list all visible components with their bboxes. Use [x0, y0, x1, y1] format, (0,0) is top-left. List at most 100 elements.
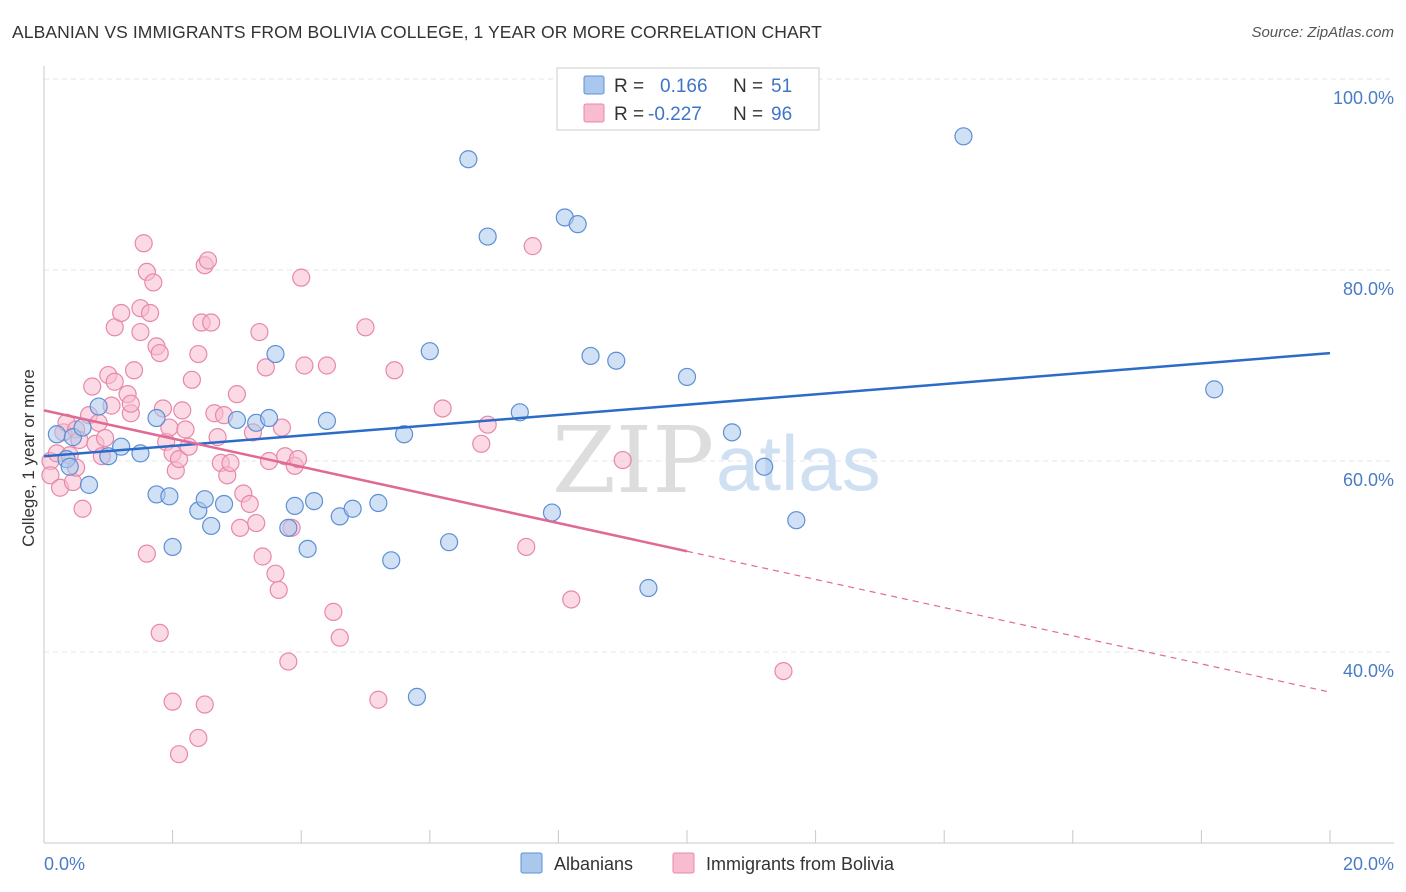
albanian-point — [459, 150, 478, 169]
trendlines — [43, 351, 1331, 693]
x-tick-labels: 0.0% 20.0% — [44, 854, 1394, 874]
bolivia-point — [288, 449, 308, 469]
bolivia-point — [189, 728, 208, 748]
bolivia-point — [266, 564, 285, 583]
bolivia-point — [163, 692, 182, 711]
albanian-point — [79, 475, 99, 494]
bolivia-point — [613, 450, 632, 470]
watermark-zip: ZIP — [552, 407, 714, 514]
watermark-atlas: atlas — [716, 419, 881, 507]
bolivia-point — [221, 453, 240, 473]
bottom-legend: Albanians Immigrants from Bolivia — [520, 852, 895, 874]
legend-n-value-bolivia: 96 — [771, 104, 792, 125]
legend-n-label-albanians: N = — [733, 76, 763, 97]
albanians-trendline — [43, 351, 1331, 458]
bottom-legend-label-albanians: Albanians — [554, 854, 633, 874]
albanian-point — [266, 344, 285, 364]
y-tick-label: 60.0% — [1343, 470, 1394, 490]
bolivia-point — [227, 385, 246, 404]
bolivia-point — [356, 318, 375, 337]
bolivia-point — [253, 547, 272, 566]
bolivia-point — [269, 580, 288, 600]
bolivia-point — [198, 251, 218, 270]
bolivia-point — [112, 303, 131, 323]
chart-title: ALBANIAN VS IMMIGRANTS FROM BOLIVIA COLL… — [12, 22, 822, 42]
albanian-point — [542, 503, 562, 522]
bolivia-point — [317, 356, 337, 375]
albanian-point — [407, 687, 427, 706]
series-albanians-points — [47, 127, 1224, 706]
albanian-point — [639, 578, 658, 598]
bolivia-point — [124, 361, 144, 380]
legend-n-value-albanians: 51 — [771, 76, 792, 97]
albanian-point — [1205, 380, 1224, 399]
bolivia-point — [240, 494, 259, 514]
albanian-point — [160, 487, 179, 506]
bolivia-point — [433, 399, 452, 418]
albanian-point — [112, 437, 131, 456]
albanian-point — [607, 351, 626, 370]
albanian-point — [304, 492, 324, 511]
bolivia-point — [182, 370, 201, 389]
bolivia-point — [256, 358, 275, 377]
albanian-point — [89, 397, 108, 416]
legend-r-value-albanians: 0.166 — [660, 76, 708, 97]
bolivia-point — [774, 661, 793, 681]
y-tick-label: 40.0% — [1343, 661, 1394, 681]
legend-box: R = 0.166 N = 51 R = -0.227 N = 96 — [556, 67, 820, 131]
watermark: ZIP atlas — [552, 407, 881, 514]
albanian-point — [787, 511, 806, 530]
bolivia-point — [105, 372, 124, 391]
bolivia-point — [173, 401, 192, 420]
chart-source: Source: ZipAtlas.com — [1251, 24, 1394, 41]
bolivia-point — [140, 303, 160, 323]
legend-swatch-albanians — [583, 75, 605, 95]
bolivia-point — [144, 273, 163, 292]
bolivia-point — [41, 466, 60, 485]
albanian-point — [259, 408, 279, 428]
albanian-point — [420, 342, 439, 361]
legend-r-label-bolivia: R = — [614, 104, 644, 125]
axes — [43, 66, 1394, 844]
bolivia-point — [73, 499, 92, 518]
albanian-point — [677, 367, 697, 387]
bolivia-point — [385, 361, 404, 380]
x-tick-label: 0.0% — [44, 854, 85, 874]
bolivia-point — [472, 434, 491, 453]
bolivia-point — [83, 377, 102, 396]
albanian-point — [954, 127, 973, 146]
bolivia-point — [150, 623, 169, 643]
legend-n-label-bolivia: N = — [733, 104, 763, 125]
bolivia-point — [517, 537, 536, 557]
gridlines — [44, 78, 1394, 653]
albanian-point — [298, 539, 317, 558]
albanian-point — [60, 457, 79, 476]
bolivia-point — [95, 428, 115, 448]
bolivia-point — [134, 234, 153, 253]
bolivia-point — [330, 628, 349, 647]
bolivia-point — [369, 690, 388, 709]
albanian-point — [317, 411, 337, 430]
bolivia-point — [562, 590, 581, 609]
albanian-point — [581, 346, 600, 366]
bottom-legend-label-bolivia: Immigrants from Bolivia — [706, 854, 895, 874]
bolivia-point — [176, 420, 195, 439]
bolivia-point — [295, 356, 314, 375]
albanian-point — [394, 425, 414, 444]
bolivia-point — [189, 344, 208, 364]
albanian-point — [343, 499, 362, 518]
albanian-point — [439, 533, 459, 552]
albanian-point — [163, 537, 182, 557]
albanian-point — [369, 493, 388, 513]
x-tick-label: 20.0% — [1343, 854, 1394, 874]
bolivia-point — [169, 449, 189, 469]
bottom-legend-swatch-bolivia — [672, 852, 695, 874]
albanian-point — [285, 496, 304, 515]
bolivia-point — [231, 518, 250, 537]
bolivia-point — [247, 513, 266, 533]
y-tick-label: 80.0% — [1343, 279, 1394, 299]
albanian-point — [195, 490, 214, 509]
albanian-point — [47, 425, 66, 444]
legend-r-value-bolivia: -0.227 — [648, 104, 702, 125]
